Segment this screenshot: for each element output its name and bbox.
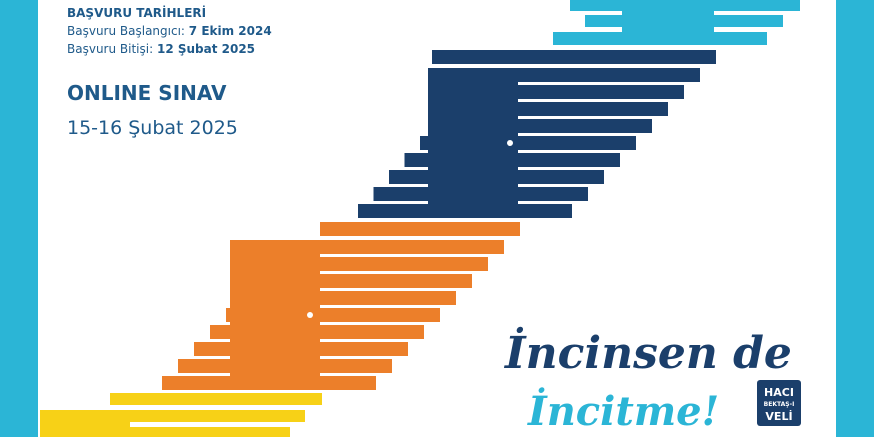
step — [226, 308, 230, 322]
end-line: Başvuru Bitişi: 12 Şubat 2025 — [67, 42, 255, 56]
info-heading: BAŞVURU TARİHLERİ — [67, 5, 206, 20]
step — [320, 376, 376, 390]
step — [518, 204, 572, 218]
step — [518, 153, 620, 167]
step — [130, 427, 290, 437]
step — [518, 85, 684, 99]
step — [210, 325, 230, 339]
step — [518, 170, 604, 184]
step — [373, 187, 428, 201]
step — [178, 359, 230, 373]
exam-title: ONLINE SINAV — [67, 81, 227, 105]
step — [432, 50, 716, 64]
start-line: Başvuru Başlangıcı: 7 Ekim 2024 — [67, 24, 272, 38]
step — [320, 308, 440, 322]
step — [404, 153, 428, 167]
step — [518, 119, 652, 133]
logo-box — [757, 380, 801, 426]
door-knob — [307, 312, 313, 318]
step — [518, 102, 668, 116]
end-label: Başvuru Bitişi: — [67, 42, 153, 56]
step — [320, 222, 520, 236]
step — [320, 257, 488, 271]
start-date: 7 Ekim 2024 — [189, 24, 272, 38]
slogan-line2: İncitme! — [527, 388, 719, 435]
step — [320, 342, 408, 356]
stairs — [40, 0, 800, 437]
step — [518, 68, 700, 82]
logo-line2: BEKTAŞ-I — [764, 401, 795, 408]
step — [320, 291, 456, 305]
logo-line3: VELİ — [765, 409, 792, 423]
step — [320, 359, 392, 373]
step — [110, 393, 322, 405]
step — [320, 240, 504, 254]
start-label: Başvuru Başlangıcı: — [67, 24, 185, 38]
step — [420, 136, 428, 150]
step — [194, 342, 230, 356]
step — [320, 325, 424, 339]
step — [162, 376, 230, 390]
door — [428, 68, 518, 218]
door — [622, 0, 714, 45]
door — [40, 410, 130, 437]
step — [358, 204, 428, 218]
end-date: 12 Şubat 2025 — [157, 42, 255, 56]
step — [518, 136, 636, 150]
step — [320, 274, 472, 288]
exam-date: 15-16 Şubat 2025 — [67, 117, 238, 139]
slogan-line1: İncinsen de — [503, 325, 792, 379]
step — [389, 170, 428, 184]
door-knob — [507, 140, 513, 146]
step — [518, 187, 588, 201]
door — [230, 240, 320, 390]
logo-line1: HACI — [764, 386, 794, 399]
